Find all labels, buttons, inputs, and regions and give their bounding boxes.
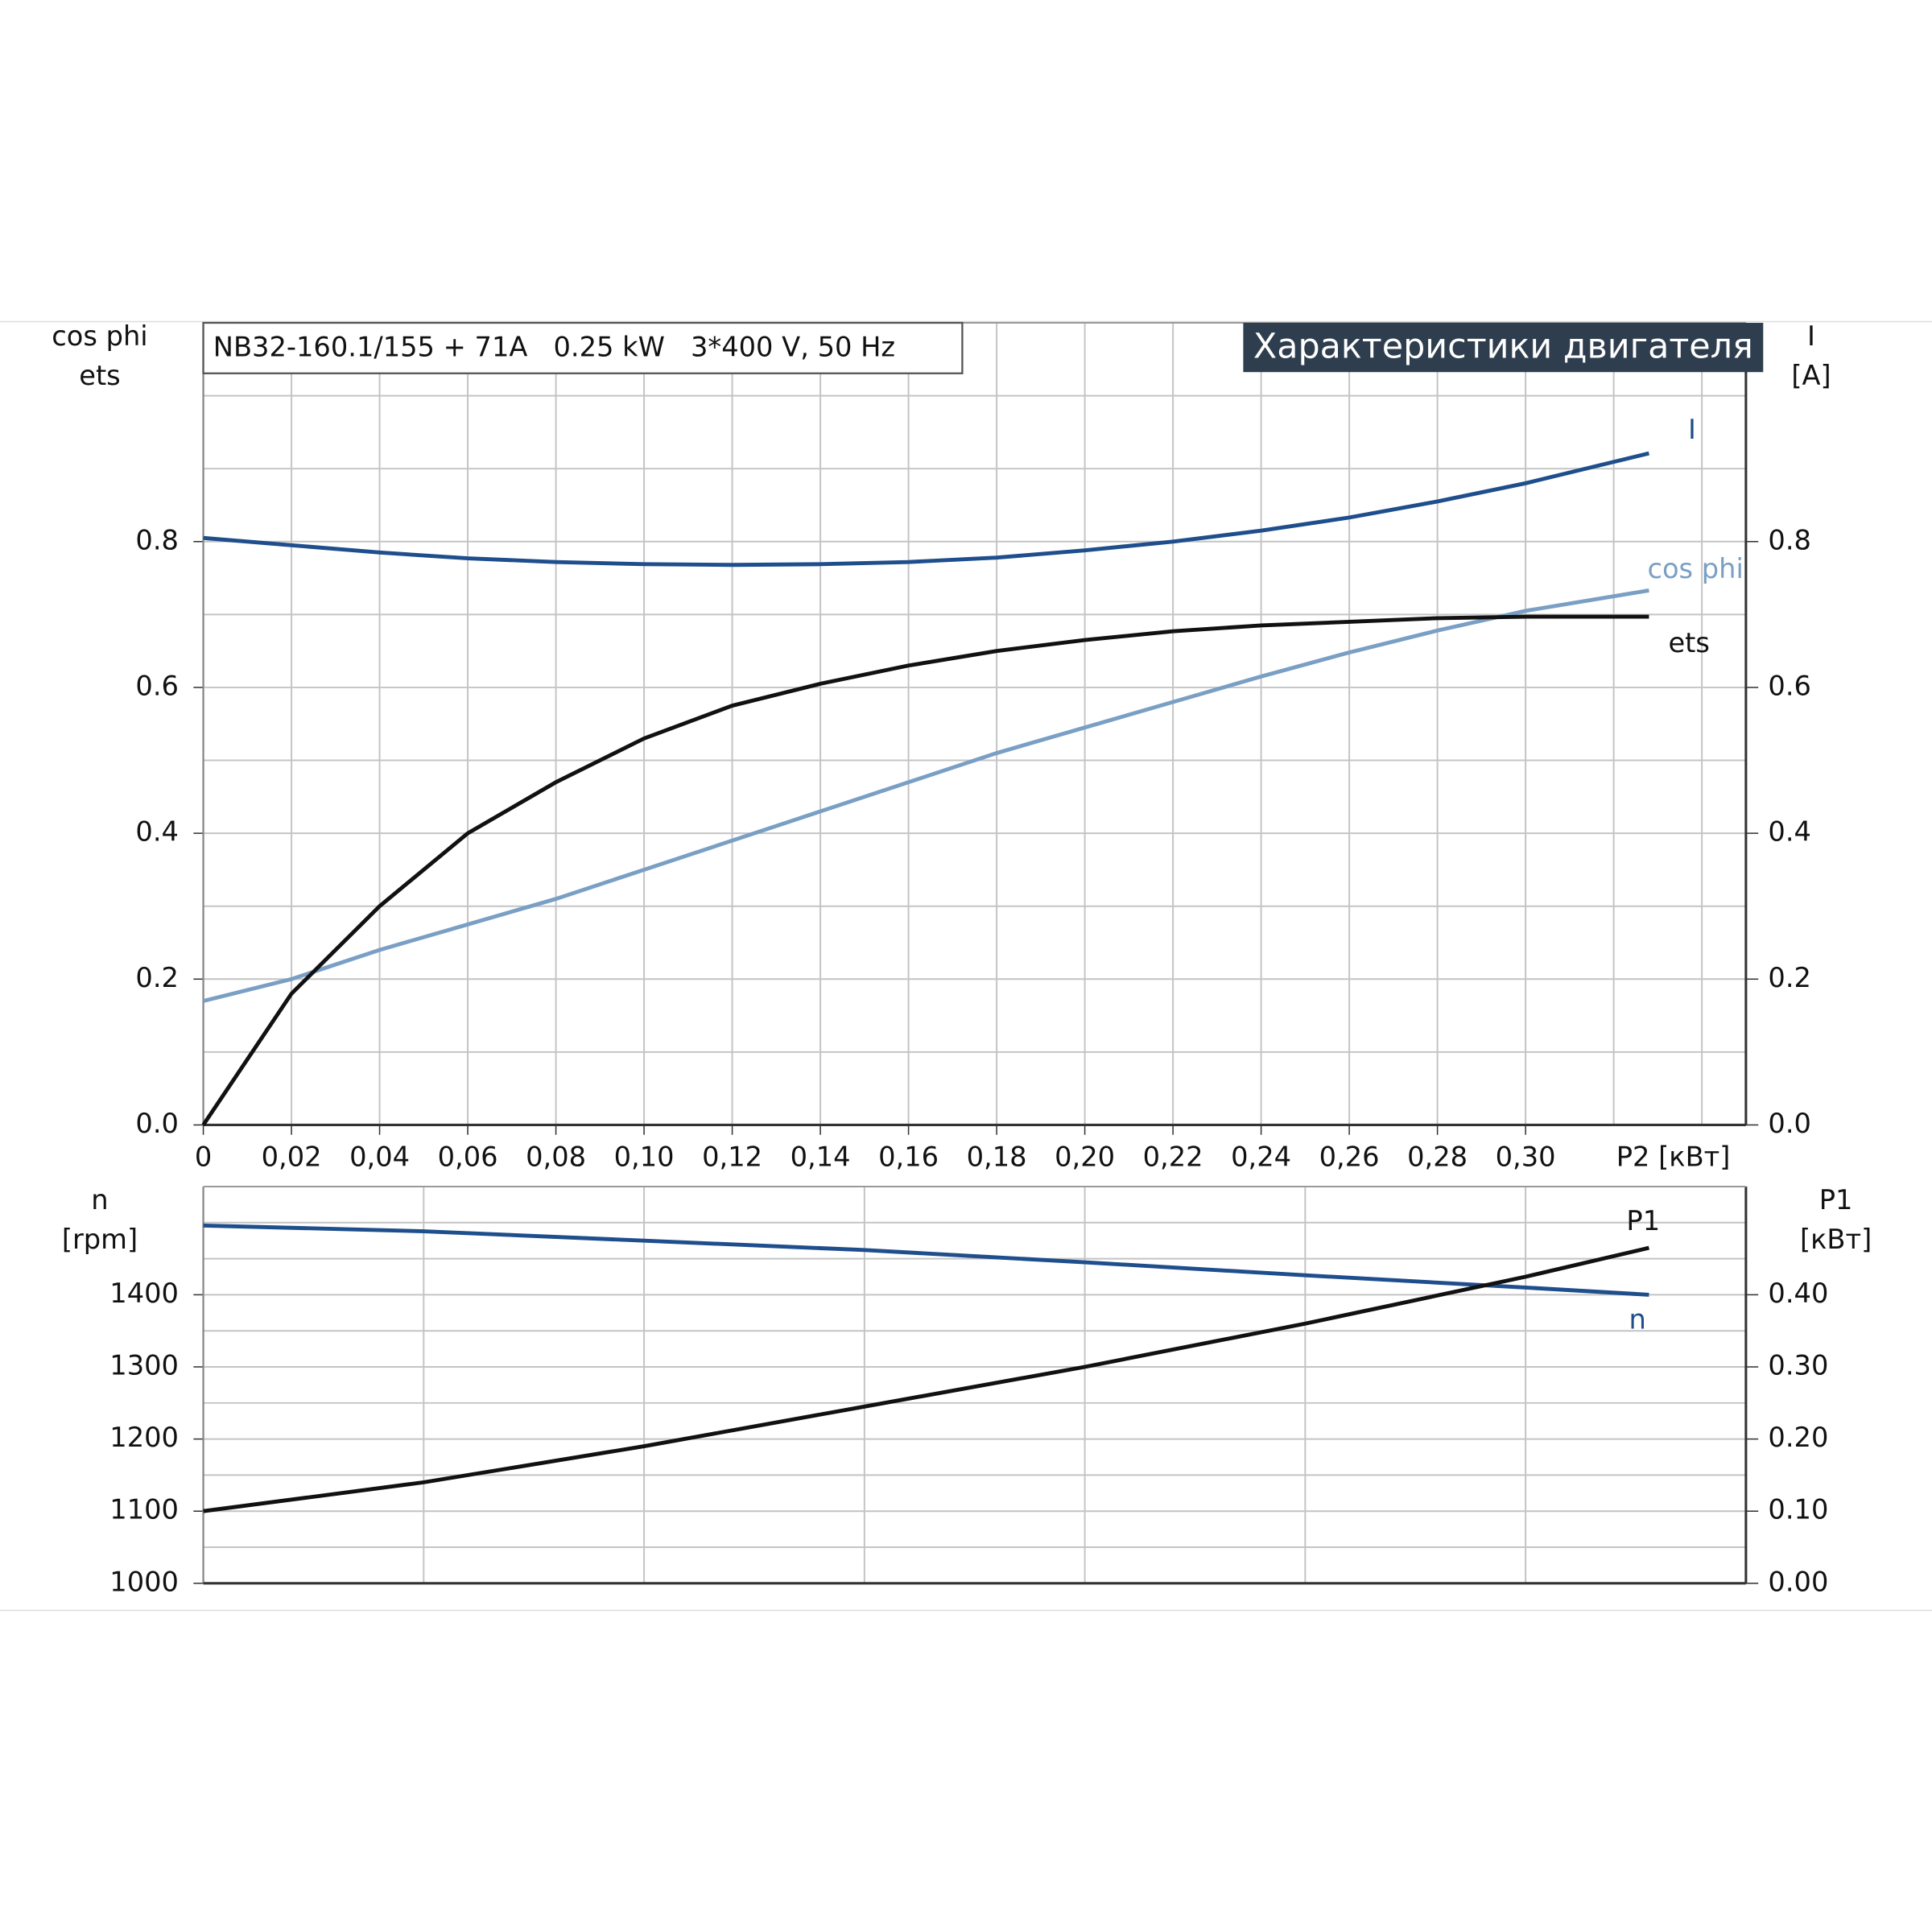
y-axis-label: cos phi xyxy=(52,320,147,352)
y-axis-label: [rpm] xyxy=(62,1224,138,1255)
series-line xyxy=(203,451,1649,568)
x-axis-label: P2 [кВт] xyxy=(1616,1141,1731,1172)
y-tick-label: 0.6 xyxy=(135,670,179,701)
y-axis-label: ets xyxy=(79,360,120,391)
y-axis-label: n xyxy=(91,1184,108,1216)
y2-axis-label: [кВт] xyxy=(1800,1224,1872,1255)
y-tick-label: 0.2 xyxy=(135,962,179,993)
series-line xyxy=(203,1223,1649,1297)
y2-tick-label: 0.30 xyxy=(1768,1350,1828,1381)
x-tick-label: 0,12 xyxy=(702,1141,762,1172)
y-tick-label: 1400 xyxy=(109,1278,179,1309)
x-tick-label: 0,16 xyxy=(878,1141,939,1172)
y2-axis-label: P1 xyxy=(1819,1184,1853,1216)
y-tick-label: 1000 xyxy=(109,1566,179,1597)
y2-tick-label: 0.6 xyxy=(1768,670,1811,701)
y2-tick-label: 0.8 xyxy=(1768,524,1811,555)
title-box xyxy=(202,321,964,374)
x-tick-label: 0,20 xyxy=(1055,1141,1115,1172)
series-line xyxy=(202,588,1649,1003)
y-tick-label: 0.8 xyxy=(135,524,179,555)
y2-tick-label: 0.2 xyxy=(1768,962,1811,993)
series-label: P1 xyxy=(1626,1205,1660,1236)
x-tick-label: 0,06 xyxy=(438,1141,498,1172)
y2-tick-label: 0.4 xyxy=(1768,816,1811,848)
y-tick-label: 0.4 xyxy=(135,816,179,848)
x-tick-label: 0,02 xyxy=(262,1141,322,1172)
y2-tick-label: 0.10 xyxy=(1768,1494,1828,1525)
series-label: n xyxy=(1629,1303,1645,1335)
x-tick-label: 0,14 xyxy=(791,1141,851,1172)
y2-axis-label: [A] xyxy=(1791,360,1831,391)
x-tick-label: 0 xyxy=(195,1141,212,1172)
y2-tick-label: 0.00 xyxy=(1768,1566,1828,1597)
series-label: I xyxy=(1688,414,1696,445)
series-label: ets xyxy=(1668,627,1709,658)
x-tick-label: 0,28 xyxy=(1407,1141,1468,1172)
chart-title: NB32-160.1/155 + 71A 0.25 kW 3*400 V, 50… xyxy=(213,332,895,363)
x-tick-label: 0,26 xyxy=(1319,1141,1380,1172)
subtitle-box xyxy=(1243,323,1764,373)
x-tick-label: 0,30 xyxy=(1496,1141,1556,1172)
x-tick-label: 0,04 xyxy=(349,1141,410,1172)
x-tick-label: 0,10 xyxy=(614,1141,675,1172)
series-line xyxy=(203,1245,1649,1513)
y2-tick-label: 0.20 xyxy=(1768,1422,1828,1453)
series-label: cos phi xyxy=(1647,553,1743,584)
x-tick-label: 0,18 xyxy=(967,1141,1027,1172)
series-line xyxy=(201,614,1649,1126)
y-tick-label: 0.0 xyxy=(135,1108,179,1139)
x-tick-label: 0,22 xyxy=(1143,1141,1203,1172)
y-tick-label: 1100 xyxy=(109,1494,179,1525)
y2-tick-label: 0.40 xyxy=(1768,1278,1828,1309)
x-tick-label: 0,24 xyxy=(1231,1141,1291,1172)
y-tick-label: 1300 xyxy=(109,1350,179,1381)
y-tick-label: 1200 xyxy=(109,1422,179,1453)
chart-subtitle: Характеристики двигателя xyxy=(1253,327,1753,367)
y2-tick-label: 0.0 xyxy=(1768,1108,1811,1139)
x-tick-label: 0,08 xyxy=(526,1141,586,1172)
y2-axis-label: I xyxy=(1807,320,1815,352)
